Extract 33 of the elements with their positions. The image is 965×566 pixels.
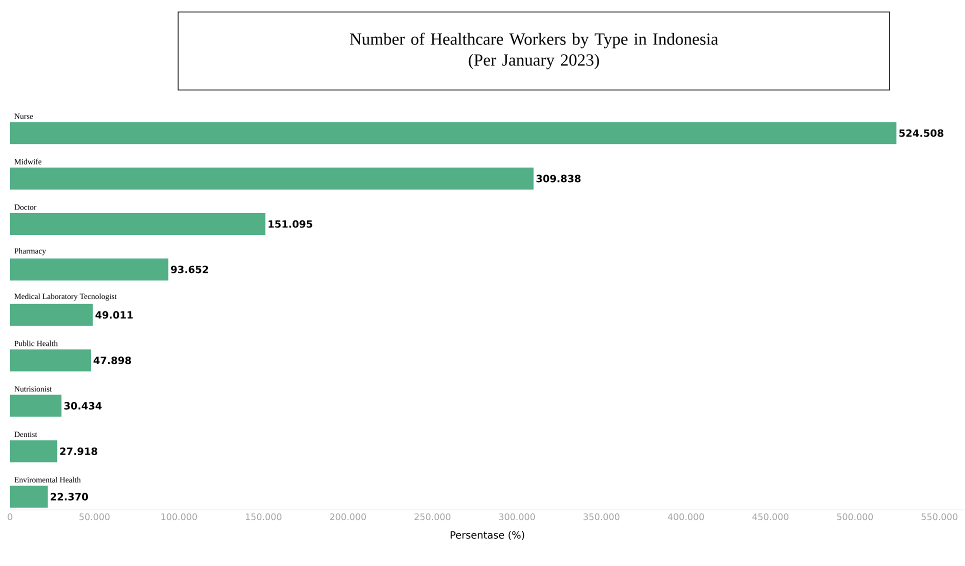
bar [10, 168, 534, 190]
bar [10, 122, 896, 144]
data-label: 27.918 [60, 448, 98, 456]
data-label: 49.011 [95, 311, 133, 319]
bar [10, 349, 91, 372]
x-tick-label: 500.000 [837, 513, 873, 520]
x-tick-label: 0 [8, 513, 12, 520]
x-tick-label: 250.000 [414, 513, 450, 520]
x-tick-label: 150.000 [246, 513, 282, 520]
data-label: 524.508 [899, 129, 944, 137]
bar [10, 486, 48, 508]
data-label: 93.652 [170, 266, 208, 274]
bar [10, 394, 62, 417]
x-tick-label: 300.000 [499, 513, 535, 520]
data-label: 47.898 [94, 356, 131, 364]
x-tick-label: 50.000 [80, 513, 110, 520]
x-tick-label: 100.000 [161, 513, 197, 520]
data-label: 151.095 [268, 220, 312, 228]
bar [10, 440, 58, 462]
x-axis-title: Persentase (%) [450, 531, 524, 540]
data-label: 309.838 [536, 174, 581, 182]
x-tick-label: 200.000 [330, 513, 366, 520]
x-tick-label: 400.000 [668, 513, 704, 520]
data-label: 30.434 [64, 402, 102, 410]
data-label: 22.370 [50, 492, 88, 501]
chart-subtitle: (Per January 2023) [468, 54, 599, 70]
x-tick-label: 350.000 [584, 513, 620, 520]
x-tick-label: 450.000 [752, 513, 788, 520]
chart-title: Number of Healthcare Workers by Type in Indonesia [350, 32, 718, 48]
x-tick-label: 550.000 [922, 513, 958, 520]
bar [10, 258, 168, 281]
bar [10, 304, 93, 326]
bar [10, 213, 266, 236]
